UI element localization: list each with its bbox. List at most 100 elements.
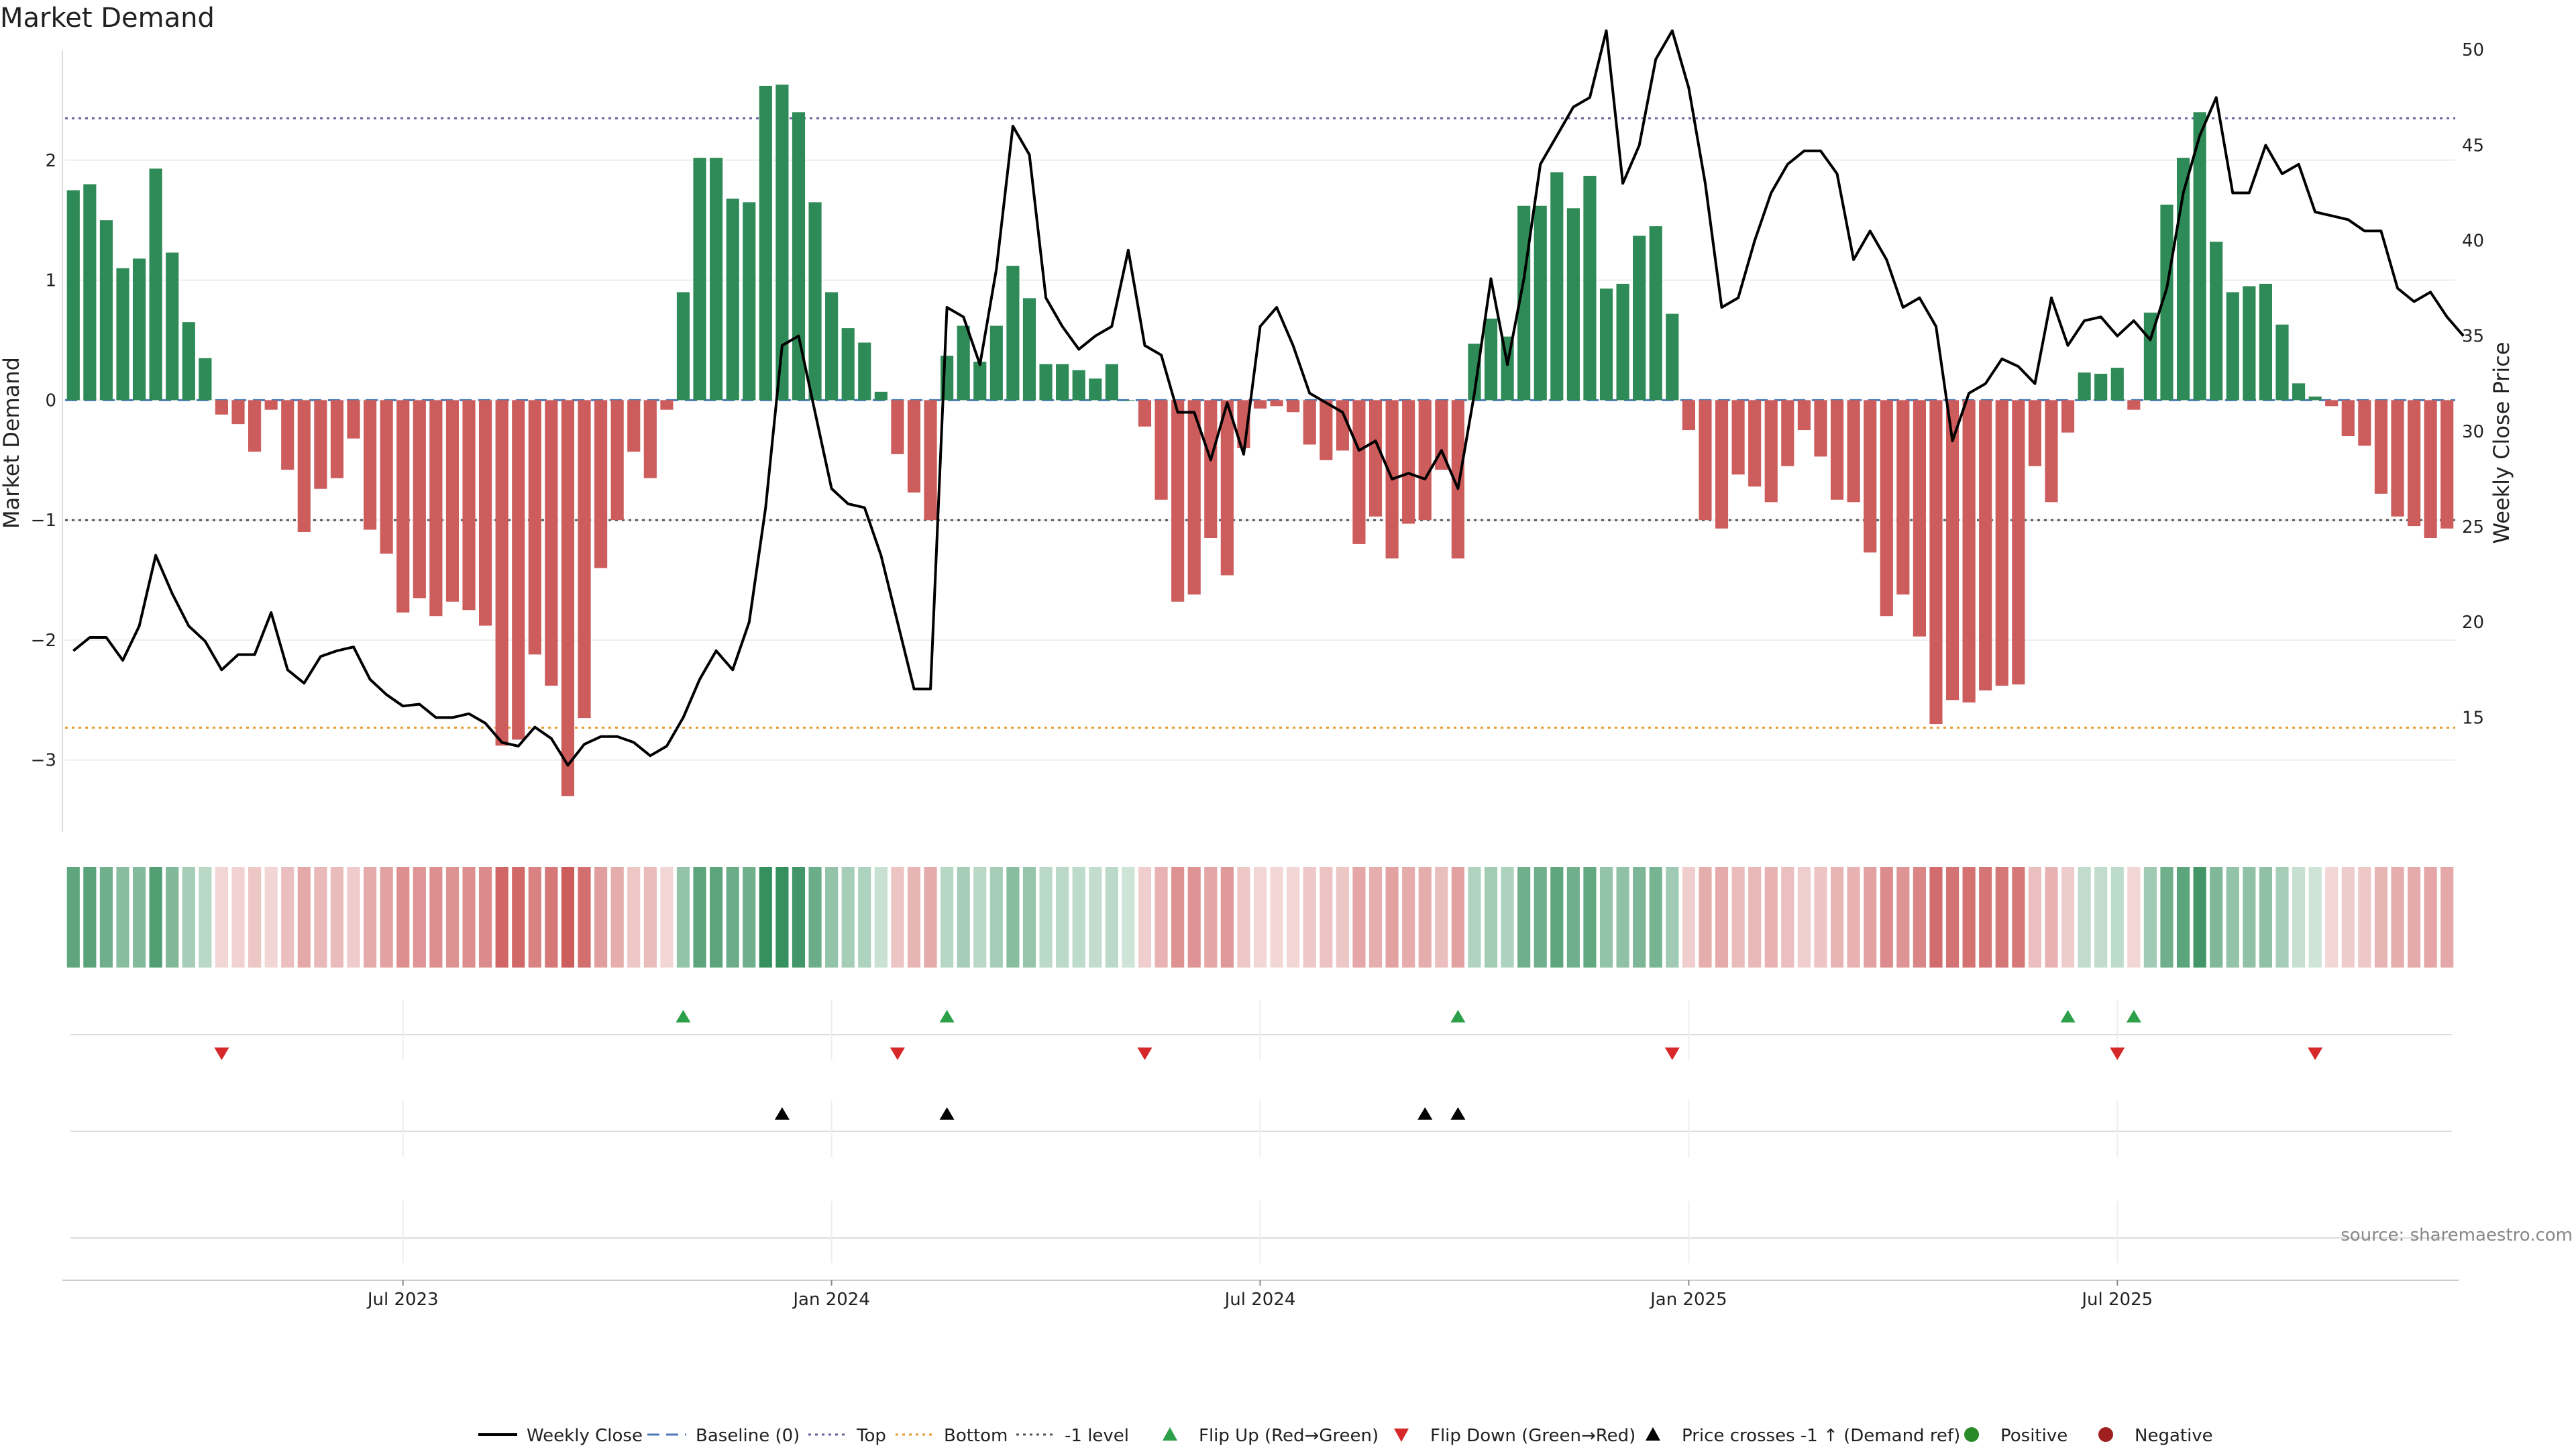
strip-cell [1748,867,1762,968]
strip-cell [710,867,723,968]
strip-cell [330,867,344,968]
demand-bar [1864,400,1877,553]
demand-bar [2374,400,2388,494]
demand-bar [99,220,113,401]
strip-cell [2358,867,2371,968]
demand-bar [413,400,426,599]
demand-bar [1649,226,1662,401]
y-tick-label: 2 [45,151,56,171]
strip-cell [1220,867,1234,968]
demand-bar [1847,400,1860,503]
demand-bar [1748,400,1762,487]
strip-cell [1484,867,1498,968]
strip-cell [1336,867,1349,968]
demand-bar [364,400,377,530]
strip-cell [1599,867,1613,968]
flip-down-marker [214,1047,229,1060]
strip-cell [66,867,80,968]
strip-cell [2308,867,2322,968]
demand-bar [2012,400,2025,685]
strip-cell [1138,867,1152,968]
strip-cell [2325,867,2339,968]
demand-bar [1352,400,1366,544]
strip-cell [429,867,443,968]
demand-bar [578,400,591,719]
strip-cell [99,867,113,968]
legend-item-tri-down-red: Flip Down (Green→Red) [1394,1426,1635,1446]
demand-bar [2308,397,2322,401]
strip-cell [1237,867,1250,968]
x-tick-label: Jan 2024 [792,1290,870,1310]
strip-cell [2176,867,2190,968]
strip-cell [578,867,591,968]
strip-cell [2259,867,2273,968]
demand-bar [2110,368,2124,401]
demand-bar [1187,400,1201,594]
strip-cell [281,867,294,968]
legend-label: -1 level [1065,1426,1129,1446]
strip-cell [364,867,377,968]
y-tick-label: 1 [45,271,56,291]
demand-bar [693,158,706,401]
demand-bar [1599,289,1613,401]
y2-tick-label: 30 [2462,422,2484,442]
strip-cell [1797,867,1811,968]
strip-cell [1731,867,1745,968]
strip-cell [512,867,525,968]
strip-cell [1287,867,1300,968]
strip-cell [495,867,508,968]
strip-cell [1616,867,1629,968]
demand-bar [1699,400,1712,521]
strip-cell [1039,867,1053,968]
strip-cell [166,867,179,968]
demand-bar [512,400,525,740]
strip-cell [1270,867,1283,968]
strip-cell [2160,867,2174,968]
demand-bar [545,400,558,686]
strip-cell [2045,867,2058,968]
strip-cell [413,867,426,968]
y2-tick-label: 35 [2462,327,2484,347]
strip-cell [2391,867,2404,968]
demand-bar [1089,378,1102,401]
strip-cell [1962,867,1976,968]
y-tick-label: −1 [31,511,56,531]
strip-cell [479,867,492,968]
demand-bar [594,400,608,568]
demand-bar [2127,400,2141,410]
demand-bar [1435,400,1448,470]
strip-cell [215,867,229,968]
demand-bar [2061,400,2075,433]
strip-cell [462,867,476,968]
flip-down-marker [890,1047,905,1060]
strip-cell [545,867,558,968]
legend-item-dot-green: Positive [1964,1426,2068,1446]
demand-bar [989,325,1003,401]
demand-bar [462,400,476,611]
demand-bar [166,252,179,401]
demand-bar [2210,242,2223,401]
demand-bar [445,400,460,602]
legend-item-line-solid: Weekly Close [478,1426,643,1446]
flip-down-marker [1137,1047,1152,1060]
strip-cell [907,867,921,968]
strip-cell [1368,867,1383,968]
strip-cell [1913,867,1926,968]
strip-cell [1501,867,1514,968]
demand-bar [1287,400,1300,413]
flip-up-marker [1450,1010,1466,1023]
y2-tick-label: 25 [2462,517,2484,537]
demand-bar [1550,172,1564,401]
strip-cell [1566,867,1580,968]
strip-cell [676,867,690,968]
strip-cell [116,867,129,968]
strip-cell [1995,867,2008,968]
demand-bar [2325,400,2339,407]
strip-cell [231,867,245,968]
demand-bar [2440,400,2454,529]
demand-bar [825,292,839,401]
strip-cell [380,867,393,968]
legend-swatch [1394,1429,1409,1442]
demand-bar [2160,204,2174,401]
strip-cell [841,867,855,968]
